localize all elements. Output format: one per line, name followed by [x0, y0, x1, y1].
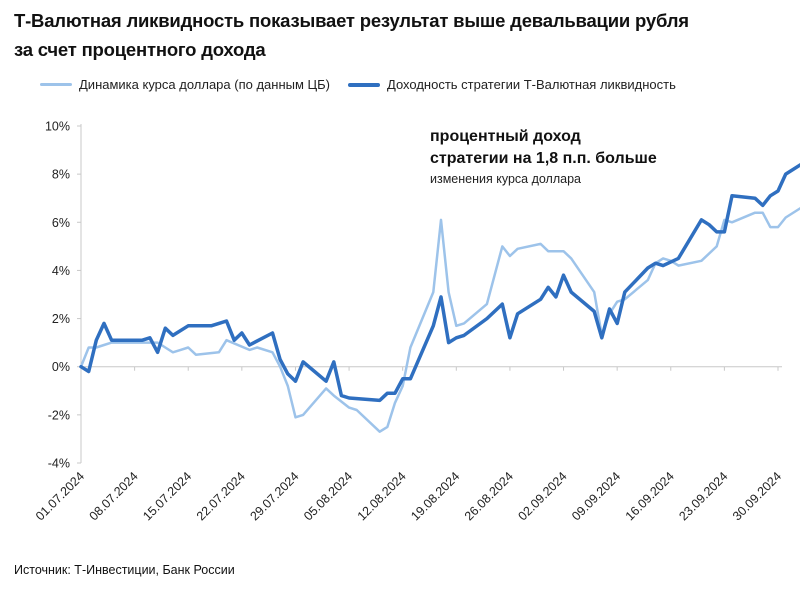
- y-tick-label: 2%: [52, 312, 70, 326]
- annotation-line-2: стратегии на 1,8 п.п. больше: [430, 150, 657, 167]
- y-tick-label: 4%: [52, 264, 70, 278]
- annotation: процентный доход стратегии на 1,8 п.п. б…: [430, 126, 657, 188]
- y-tick-label: -2%: [48, 408, 70, 422]
- x-tick-label: 15.07.2024: [140, 469, 194, 523]
- y-tick-label: 6%: [52, 216, 70, 230]
- x-tick-label: 05.08.2024: [301, 469, 355, 523]
- x-tick-label: 29.07.2024: [247, 469, 301, 523]
- series-line-strategy: [79, 163, 800, 403]
- x-tick-label: 01.07.2024: [33, 469, 87, 523]
- x-tick-label: 26.08.2024: [462, 469, 516, 523]
- y-tick-label: 0%: [52, 360, 70, 374]
- x-tick-label: 16.09.2024: [623, 469, 677, 523]
- y-tick-label: 8%: [52, 168, 70, 182]
- annotation-line-3: изменения курса доллара: [430, 172, 582, 186]
- x-tick-label: 19.08.2024: [408, 469, 462, 523]
- legend-label-strategy: Доходность стратегии Т-Валютная ликвидно…: [387, 77, 676, 92]
- annotation-line-1: процентный доход: [430, 128, 581, 145]
- x-tick-label: 12.08.2024: [355, 469, 409, 523]
- legend-item-usd-rate: Динамика курса доллара (по данным ЦБ): [40, 77, 330, 92]
- chart-title-line-1: Т-Валютная ликвидность показывает резуль…: [14, 10, 689, 31]
- legend-swatch-strategy: [348, 82, 380, 87]
- x-tick-label: 23.09.2024: [676, 469, 730, 523]
- x-tick-label: 30.09.2024: [730, 469, 784, 523]
- legend-swatch-usd-rate: [40, 83, 72, 86]
- chart-title-line-2: за счет процентного дохода: [14, 39, 266, 60]
- x-tick-label: 09.09.2024: [569, 469, 623, 523]
- legend-label-usd-rate: Динамика курса доллара (по данным ЦБ): [79, 77, 331, 92]
- legend-item-strategy: Доходность стратегии Т-Валютная ликвидно…: [348, 77, 676, 92]
- x-tick-label: 22.07.2024: [194, 469, 248, 523]
- x-tick-label: 02.09.2024: [516, 469, 570, 523]
- chart-title: Т-Валютная ликвидность показывает резуль…: [14, 6, 794, 64]
- y-tick-label: 10%: [45, 120, 70, 134]
- x-tick-label: 08.07.2024: [87, 469, 141, 523]
- source-note: Источник: Т-Инвестиции, Банк России: [14, 563, 235, 577]
- y-tick-label: -4%: [48, 457, 70, 471]
